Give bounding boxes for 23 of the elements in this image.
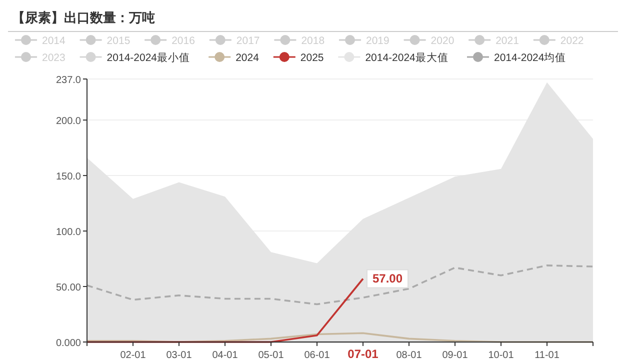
y-tick-label: 200.0	[56, 116, 82, 128]
x-tick-label: 05-01	[258, 350, 284, 361]
x-tick-label: 11-01	[534, 350, 560, 361]
y-tick-label: 0.000	[56, 338, 82, 349]
x-tick-label: 09-01	[442, 350, 468, 361]
x-tick-label: 02-01	[120, 350, 146, 361]
legend-label: 2014-2024均值	[494, 52, 566, 64]
legend-label: 2014-2024最小值	[106, 51, 190, 64]
x-tick-label: 08-01	[396, 350, 422, 361]
y-tick-label: 50.00	[56, 282, 82, 294]
x-tick-label: 03-01	[166, 350, 192, 361]
legend-label: 2025	[300, 52, 324, 64]
y-tick-label: 100.0	[56, 227, 82, 238]
chart-title: 【尿素】出口数量：万吨	[12, 10, 155, 25]
x-tick-label: 06-01	[304, 350, 330, 361]
y-tick-label: 237.0	[56, 75, 82, 86]
legend-label: 2014-2024最大值	[365, 51, 448, 64]
x-tick-label: 04-01	[212, 350, 238, 361]
x-tick-label: 07-01	[348, 347, 379, 361]
x-tick-label: 10-01	[488, 350, 514, 361]
y-tick-label: 150.0	[56, 172, 82, 183]
legend-label: 2024	[236, 52, 260, 64]
annotation: 57.00	[372, 272, 403, 286]
